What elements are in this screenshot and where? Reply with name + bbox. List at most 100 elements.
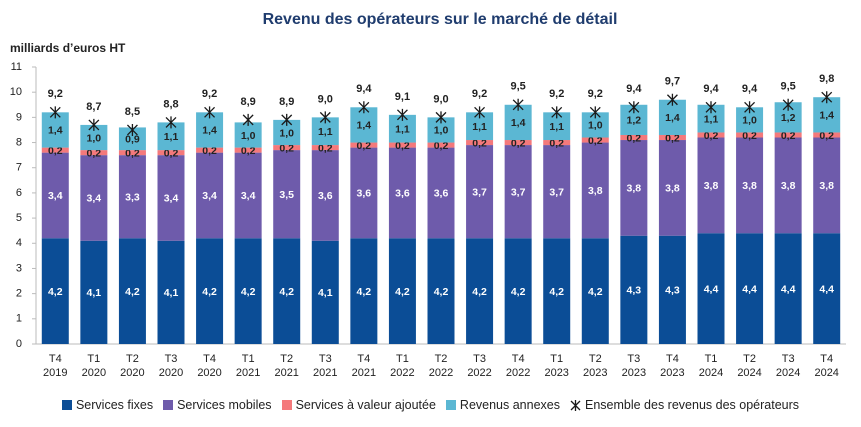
total-label: 9,2 [588, 88, 603, 100]
legend-label: Services à valeur ajoutée [295, 398, 436, 412]
value-label: 0,2 [665, 132, 680, 144]
bar-segment [273, 150, 301, 239]
total-marker [666, 93, 678, 106]
total-label: 9,4 [356, 83, 372, 95]
legend-label: Services mobiles [177, 398, 272, 412]
total-marker [88, 118, 100, 131]
legend-swatch [445, 400, 456, 410]
bar-segment [157, 150, 185, 156]
bar-segment [118, 127, 146, 151]
value-label: 4,2 [588, 286, 603, 298]
value-label: 0,2 [87, 147, 102, 159]
y-tick-label: 5 [16, 212, 22, 224]
bar-segment [658, 235, 686, 344]
bar-segment [620, 140, 648, 236]
bar-segment [620, 134, 648, 141]
value-label: 3,5 [279, 189, 294, 201]
bar-segment [543, 140, 571, 146]
value-label: 3,8 [704, 180, 719, 192]
bar-segment [774, 137, 802, 234]
value-label: 3,8 [665, 183, 680, 195]
value-label: 3,8 [781, 180, 796, 192]
value-label: 0,2 [781, 130, 796, 142]
value-label: 1,2 [627, 115, 642, 127]
value-label: 0,2 [511, 137, 526, 149]
bar-segment [118, 155, 146, 239]
y-tick-label: 0 [16, 338, 22, 350]
bar-segment [350, 147, 378, 239]
value-label: 1,1 [704, 113, 719, 125]
bar-segment [80, 150, 108, 156]
x-tick-label: T3 2020 [158, 353, 184, 379]
value-label: 4,2 [472, 286, 487, 298]
bar-segment [581, 142, 609, 239]
legend-label: Services fixes [75, 398, 154, 412]
total-label: 9,2 [48, 88, 63, 100]
y-tick-label: 8 [16, 136, 22, 148]
value-label: 3,8 [588, 185, 603, 197]
bar-segment [466, 145, 494, 239]
bar-segment [736, 132, 764, 138]
value-label: 1,1 [549, 121, 564, 133]
value-label: 4,3 [627, 285, 642, 297]
bar-segment [736, 233, 764, 344]
value-label: 3,6 [434, 188, 449, 200]
bar-segment [466, 238, 494, 344]
legend-item: Revenus annexes [445, 398, 560, 412]
total-marker [396, 108, 408, 121]
total-marker [319, 111, 331, 124]
y-tick-label: 10 [10, 86, 22, 98]
total-marker [744, 101, 756, 114]
legend-swatch [281, 400, 292, 410]
x-tick-label: T4 2022 [505, 353, 531, 379]
value-label: 1,1 [395, 123, 410, 135]
total-label: 9,4 [742, 83, 758, 95]
value-label: 4,2 [395, 286, 410, 298]
total-label: 8,9 [240, 96, 255, 108]
x-tick-label: T4 2020 [197, 353, 222, 379]
total-marker [242, 113, 254, 126]
bar-segment [80, 240, 108, 344]
bar-segment [813, 132, 841, 138]
total-label: 9,1 [395, 91, 410, 103]
bar-segment [311, 145, 339, 151]
bar-segment [543, 238, 571, 344]
value-label: 1,1 [318, 126, 333, 138]
value-label: 0,2 [819, 130, 834, 142]
bar-segment [697, 137, 725, 234]
y-tick-label: 2 [16, 288, 22, 300]
value-label: 0,2 [704, 130, 719, 142]
bar-segment [504, 140, 532, 146]
legend-item: Services fixes [61, 398, 154, 412]
value-label: 0,2 [588, 135, 603, 147]
bar-segment [196, 147, 224, 153]
value-label: 4,1 [318, 287, 333, 299]
value-label: 0,2 [472, 137, 487, 149]
value-label: 3,6 [318, 190, 333, 202]
value-label: 3,4 [87, 193, 102, 205]
legend-label: Revenus annexes [459, 398, 560, 412]
bar-segment [427, 142, 455, 148]
y-tick-label: 7 [16, 162, 22, 174]
bar-segment [658, 134, 686, 141]
value-label: 4,2 [434, 286, 449, 298]
total-marker [165, 116, 177, 129]
bar-segment [196, 238, 224, 344]
value-label: 1,0 [742, 115, 757, 127]
value-label: 0,2 [357, 140, 372, 152]
value-label: 1,0 [87, 132, 102, 144]
bar-segment [581, 238, 609, 344]
bar-segment [273, 238, 301, 344]
total-label: 9,5 [780, 81, 795, 93]
bar-segment [234, 122, 262, 148]
value-label: 3,7 [549, 186, 564, 198]
y-tick-label: 11 [11, 61, 22, 73]
legend-item: Ensemble des revenus des opérateurs [570, 398, 799, 412]
legend-swatch [61, 400, 72, 410]
value-label: 3,4 [202, 190, 217, 202]
bar-segment [388, 238, 416, 344]
value-label: 4,3 [665, 285, 680, 297]
value-label: 0,2 [549, 137, 564, 149]
total-label: 9,2 [549, 88, 564, 100]
total-label: 9,2 [472, 88, 487, 100]
